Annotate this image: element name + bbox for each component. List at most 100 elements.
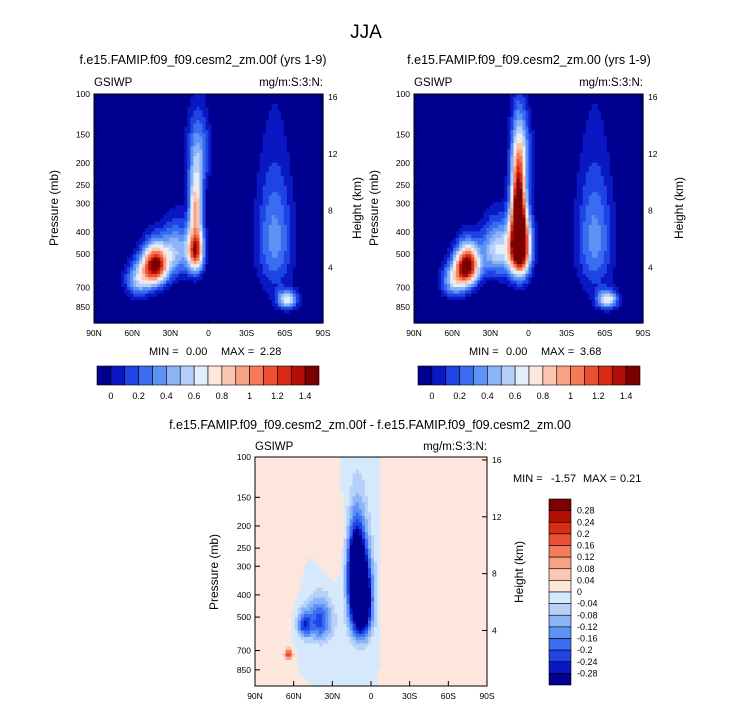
contour-cell (229, 103, 234, 108)
contour-cell (211, 129, 216, 134)
contour-cell (319, 94, 324, 98)
contour-cell (178, 126, 182, 131)
contour-cell (304, 129, 309, 134)
contour-cell (94, 100, 98, 105)
contour-cell (298, 103, 303, 108)
contour-cell (259, 107, 264, 111)
contour-cell (202, 133, 207, 138)
contour-cell (130, 113, 134, 118)
contour-cell (241, 126, 246, 131)
contour-cell (211, 100, 216, 105)
contour-cell (319, 126, 324, 131)
contour-cell (292, 113, 297, 118)
contour-cell (142, 123, 146, 128)
contour-cell (217, 129, 222, 134)
contour-cell (115, 94, 119, 98)
contour-cell (286, 129, 291, 134)
contour-cell (190, 94, 195, 98)
contour-cell (298, 126, 303, 131)
contour-cell (133, 110, 137, 115)
contour-cell (136, 116, 140, 121)
contour-cell (190, 110, 195, 115)
contour-cell (295, 120, 300, 125)
contour-cell (181, 126, 185, 131)
contour-cell (205, 113, 210, 118)
contour-cell (211, 113, 216, 118)
contour-cell (157, 97, 161, 102)
contour-cell (130, 126, 134, 131)
contour-cell (262, 123, 267, 128)
contour-cell (277, 94, 282, 98)
contour-cell (196, 120, 201, 125)
contour-cell (118, 133, 122, 138)
contour-cell (220, 103, 225, 108)
contour-cell (316, 107, 321, 111)
contour-cell (157, 116, 161, 121)
contour-cell (256, 103, 261, 108)
contour-cell (250, 97, 255, 102)
contour-cell (217, 107, 222, 111)
contour-cell (211, 103, 216, 108)
contour-cell (190, 113, 195, 118)
contour-cell (133, 94, 137, 98)
contour-cell (244, 126, 249, 131)
contour-cell (172, 103, 176, 108)
contour-cell (100, 94, 104, 98)
contour-cell (223, 107, 228, 111)
contour-cell (166, 107, 170, 111)
contour-cell (229, 116, 234, 121)
contour-cell (205, 123, 210, 128)
contour-cell (130, 129, 134, 134)
contour-cell (97, 129, 101, 134)
contour-cell (283, 120, 288, 125)
contour-cell (178, 110, 182, 115)
contour-cell (313, 123, 318, 128)
contour-cell (262, 103, 267, 108)
contour-cell (256, 126, 261, 131)
contour-cell (304, 116, 309, 121)
contour-cell (160, 116, 164, 121)
contour-cell (193, 97, 198, 102)
contour-cell (199, 100, 204, 105)
contour-cell (259, 129, 264, 134)
contour-cell (241, 113, 246, 118)
contour-cell (196, 126, 201, 131)
contour-cell (115, 133, 119, 138)
contour-cell (307, 107, 312, 111)
contour-cell (238, 103, 243, 108)
contour-cell (202, 110, 207, 115)
contour-cell (112, 116, 116, 121)
contour-cell (280, 116, 285, 121)
contour-cell (235, 94, 240, 98)
contour-cell (100, 123, 104, 128)
contour-cell (307, 97, 312, 102)
contour-cell (190, 123, 195, 128)
contour-cell (238, 123, 243, 128)
contour-cell (154, 97, 158, 102)
contour-cell (295, 113, 300, 118)
contour-cell (214, 107, 219, 111)
contour-cell (307, 116, 312, 121)
contour-cell (190, 100, 195, 105)
contour-cell (229, 120, 234, 125)
contour-cell (127, 123, 131, 128)
contour-cell (223, 103, 228, 108)
contour-cell (280, 97, 285, 102)
contour-cell (259, 94, 264, 98)
contour-cell (109, 94, 113, 98)
contour-cell (214, 129, 219, 134)
contour-cell (166, 97, 170, 102)
contour-cell (148, 113, 152, 118)
contour-cell (97, 120, 101, 125)
contour-cell (133, 126, 137, 131)
contour-cell (169, 103, 173, 108)
contour-cell (283, 110, 288, 115)
contour-cell (253, 133, 258, 138)
contour-cell (178, 103, 182, 108)
contour-cell (235, 129, 240, 134)
contour-cell (190, 120, 195, 125)
contour-cell (148, 133, 152, 138)
contour-cell (193, 133, 198, 138)
contour-cell (196, 133, 201, 138)
